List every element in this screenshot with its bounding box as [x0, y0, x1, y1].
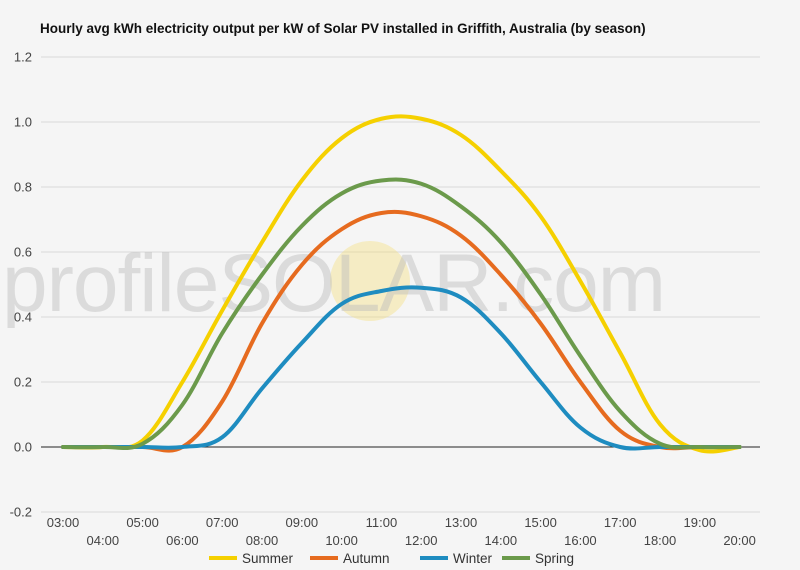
y-tick-label: 0.0	[14, 440, 32, 455]
chart-title: Hourly avg kWh electricity output per kW…	[40, 21, 646, 36]
series-lines	[61, 114, 742, 454]
series-line-summer	[61, 114, 742, 454]
x-tick-label: 16:00	[564, 533, 597, 548]
x-tick-label: 18:00	[644, 533, 677, 548]
watermark: profileSOLAR.com	[2, 238, 666, 329]
x-tick-label: 06:00	[166, 533, 199, 548]
legend-label: Winter	[453, 551, 493, 566]
x-axis-ticks: 03:00 05:00 07:00 09:00 11:00 13:00 15:00 17:00…	[47, 515, 756, 548]
x-tick-label: 20:00	[723, 533, 756, 548]
y-tick-label: 1.2	[14, 50, 32, 65]
y-tick-label: 1.0	[14, 115, 32, 130]
x-tick-label: 04:00	[87, 533, 120, 548]
y-axis-ticks: -0.2 0.0 0.2 0.4 0.6 0.8 1.0 1.2	[10, 50, 32, 520]
legend-label: Summer	[242, 551, 294, 566]
series-line-winter	[61, 285, 742, 451]
x-tick-label: 13:00	[445, 515, 478, 530]
x-tick-label: 05:00	[126, 515, 159, 530]
x-tick-label: 15:00	[524, 515, 557, 530]
x-tick-label: 03:00	[47, 515, 80, 530]
legend-label: Autumn	[343, 551, 390, 566]
y-tick-label: 0.8	[14, 180, 32, 195]
legend-label: Spring	[535, 551, 574, 566]
y-tick-label: 0.4	[14, 310, 32, 325]
y-tick-label: 0.2	[14, 375, 32, 390]
legend: Summer Autumn Winter Spring	[209, 551, 574, 566]
series-line-spring	[61, 177, 742, 451]
x-tick-label: 11:00	[366, 515, 398, 530]
y-tick-label: 0.6	[14, 245, 32, 260]
x-tick-label: 17:00	[604, 515, 637, 530]
x-tick-label: 08:00	[246, 533, 279, 548]
x-tick-label: 14:00	[485, 533, 518, 548]
y-tick-label: -0.2	[10, 505, 32, 520]
x-tick-label: 12:00	[405, 533, 438, 548]
x-tick-label: 10:00	[325, 533, 358, 548]
watermark-text: profileSOLAR.com	[2, 238, 665, 329]
x-tick-label: 07:00	[206, 515, 239, 530]
x-tick-label: 19:00	[684, 515, 717, 530]
x-tick-label: 09:00	[286, 515, 319, 530]
